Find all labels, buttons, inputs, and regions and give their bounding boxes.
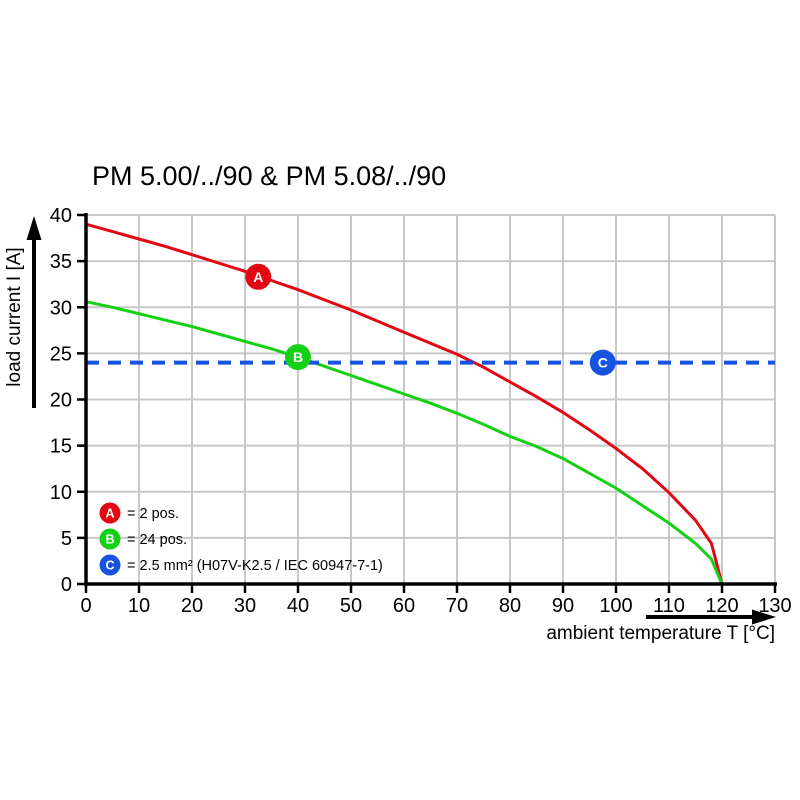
marker-B: B (285, 344, 311, 371)
legend-swatch-a-icon (99, 502, 121, 524)
y-tick-label: 30 (50, 297, 72, 319)
legend-item-b: B = 24 pos. (99, 528, 187, 550)
chart-title: PM 5.00/../90 & PM 5.08/../90 (92, 161, 446, 191)
curve-A (85, 222, 724, 585)
legend-swatch-c-icon (99, 554, 121, 576)
x-tick-label: 120 (705, 595, 738, 617)
legend-label-a: = 2 pos. (127, 506, 179, 522)
y-tick-label: 15 (50, 436, 72, 458)
x-axis-label: ambient temperature T [°C] (546, 623, 775, 644)
legend-item-c: C = 2.5 mm² (H07V-K2.5 / IEC 60947-7-1) (99, 554, 383, 576)
axis-ticks: 0 10 20 30 40 50 60 70 80 90 100 110 120 130 0 5 10 15 20 2… (50, 205, 792, 617)
marker-circle-B (285, 344, 311, 371)
legend-letter-c: C (105, 559, 114, 573)
marker-letter-B: B (293, 349, 303, 365)
legend-item-a: A = 2 pos. (99, 502, 179, 524)
legend-label-b: = 24 pos. (127, 532, 187, 548)
x-tick-label: 90 (552, 595, 574, 617)
marker-C: C (589, 349, 616, 376)
y-tick-label: 20 (50, 390, 72, 412)
curve-B (85, 300, 724, 585)
y-tick-label: 5 (61, 528, 72, 550)
x-tick-label: 10 (128, 595, 150, 617)
x-tick-label: 20 (181, 595, 203, 617)
x-tick-label: 100 (599, 595, 632, 617)
y-tick-label: 40 (50, 205, 72, 227)
x-axis-arrow-icon (646, 609, 776, 625)
marker-letter-C: C (598, 355, 608, 371)
x-tick-label: 70 (446, 595, 468, 617)
legend-letter-a: A (105, 507, 114, 521)
curve-markers: A B C (245, 263, 616, 376)
y-tick-label: 0 (61, 574, 72, 596)
gridlines (86, 214, 776, 584)
marker-A: A (245, 263, 272, 290)
x-tick-label: 60 (393, 595, 415, 617)
y-tick-label: 35 (50, 251, 72, 273)
y-axis-label: load current I [A] (4, 247, 25, 386)
curves (85, 222, 775, 585)
x-tick-label: 30 (234, 595, 256, 617)
x-tick-label: 110 (653, 595, 685, 617)
legend: A = 2 pos. B = 24 pos. C = 2.5 mm² (H07V… (99, 502, 383, 576)
legend-swatch-b-icon (99, 528, 121, 550)
x-tick-label: 50 (340, 595, 362, 617)
legend-label-c: = 2.5 mm² (H07V-K2.5 / IEC 60947-7-1) (127, 558, 383, 574)
marker-letter-A: A (253, 269, 263, 285)
marker-circle-C (589, 349, 616, 376)
marker-circle-A (245, 263, 272, 290)
y-tick-label: 10 (50, 482, 72, 504)
y-axis-arrow-icon (26, 216, 42, 408)
y-tick-label: 25 (50, 343, 72, 365)
x-tick-label: 130 (758, 595, 791, 617)
x-tick-label: 40 (287, 595, 309, 617)
legend-letter-b: B (105, 533, 114, 547)
x-tick-label: 0 (80, 595, 91, 617)
x-tick-label: 80 (499, 595, 521, 617)
